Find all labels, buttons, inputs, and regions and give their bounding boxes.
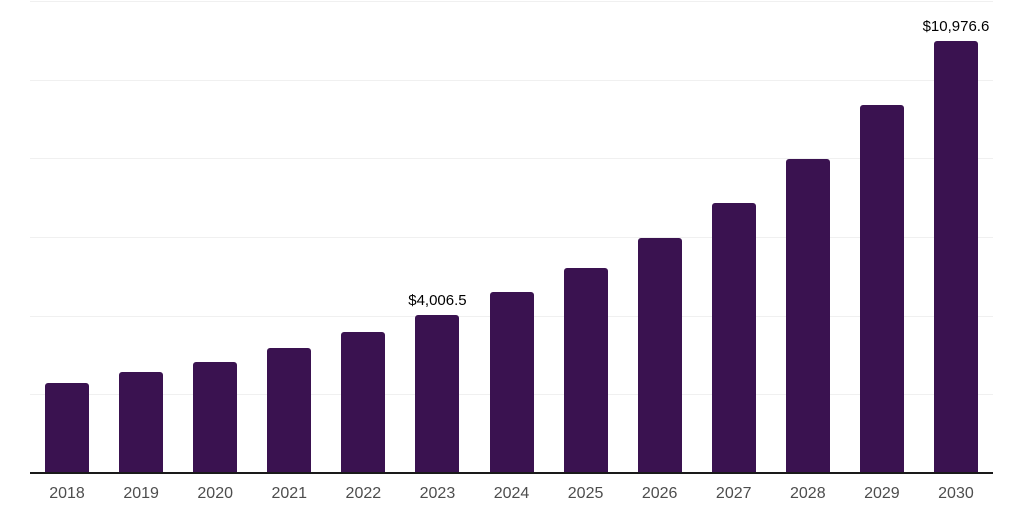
gridline-10000 [30,79,993,81]
x-tick-2022: 2022 [345,485,382,502]
data-label-2030: $10,976.6 [922,18,990,36]
bar-2024 [489,292,534,473]
bar-2022 [341,332,386,473]
bar-2020 [193,362,238,473]
x-axis-line [30,472,993,474]
bar-2028 [785,158,830,473]
x-tick-2029: 2029 [864,485,900,502]
bar-2021 [267,348,312,473]
x-tick-2018: 2018 [49,485,85,502]
x-tick-2021: 2021 [271,485,308,502]
x-tick-2026: 2026 [641,485,678,502]
bar-2023 [415,315,460,473]
x-tick-2019: 2019 [123,485,159,502]
x-tick-2024: 2024 [493,485,530,502]
bar-2019 [119,372,164,473]
x-tick-2030: 2030 [938,485,974,502]
gridline-6000 [30,237,993,238]
gridline-12000 [30,1,993,2]
bar-2025 [563,267,608,473]
x-tick-2028: 2028 [790,485,826,502]
x-tick-2023: 2023 [419,485,456,502]
bar-2026 [637,237,682,473]
x-tick-2027: 2027 [715,485,752,502]
bar-2029 [859,105,904,473]
data-label-2023: $4,006.5 [408,292,467,310]
bar-2027 [711,202,756,473]
bar-2018 [45,383,90,473]
gridline-8000 [30,158,993,160]
x-tick-2020: 2020 [197,485,233,502]
bar-2030 [933,41,978,473]
x-tick-2025: 2025 [567,485,604,502]
